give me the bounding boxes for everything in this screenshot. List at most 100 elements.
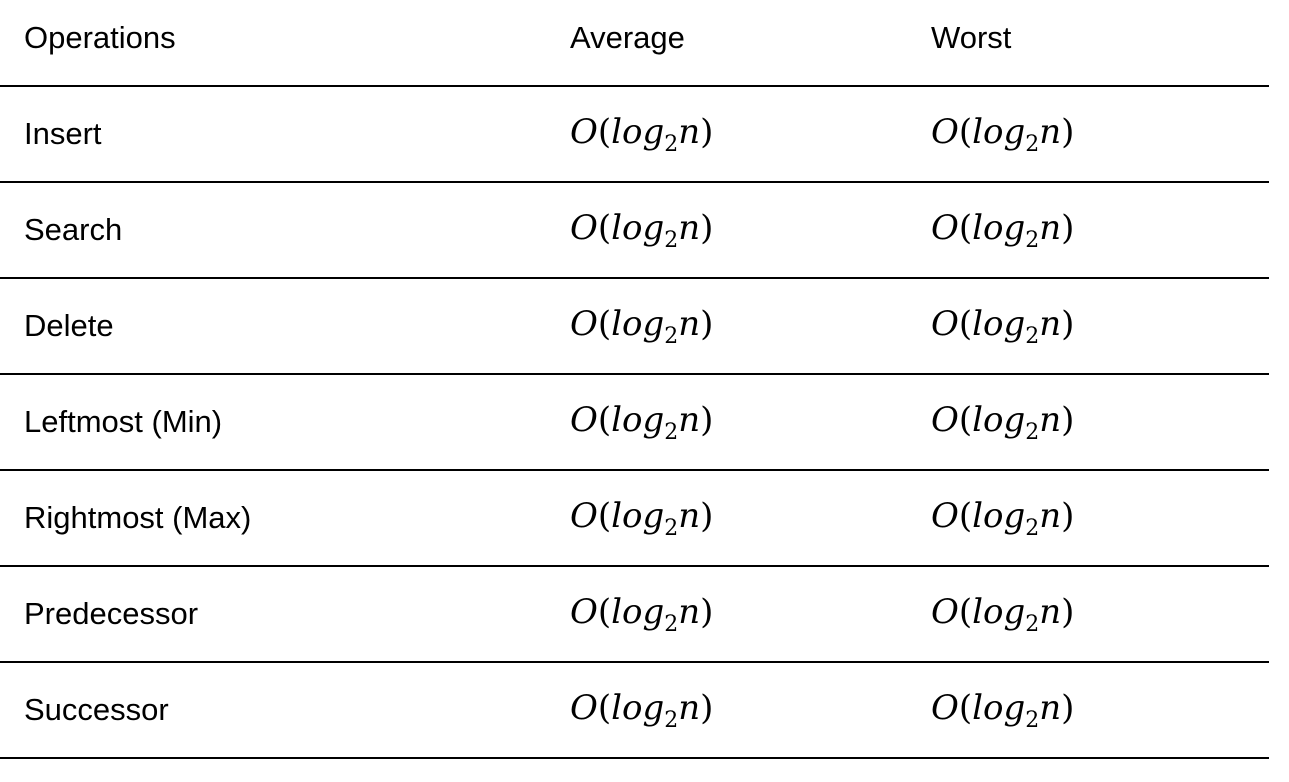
- table-row: Delete O(log2n) O(log2n): [0, 278, 1269, 375]
- variable-n: n: [678, 687, 701, 728]
- worst-complexity: O(log2n): [931, 566, 1269, 663]
- variable-n: n: [1039, 399, 1062, 440]
- close-paren: ): [1061, 495, 1075, 536]
- open-paren: (: [958, 111, 973, 152]
- big-o-symbol: O: [931, 591, 959, 632]
- log-base-subscript: 2: [664, 227, 679, 253]
- operation-name: Rightmost (Max): [0, 470, 570, 567]
- variable-n: n: [678, 495, 701, 536]
- table-row: Insert O(log2n) O(log2n): [0, 86, 1269, 183]
- big-o-symbol: O: [570, 303, 598, 344]
- open-paren: (: [958, 207, 973, 248]
- variable-n: n: [678, 303, 701, 344]
- close-paren: ): [700, 399, 714, 440]
- worst-complexity: O(log2n): [931, 470, 1269, 567]
- log-base-subscript: 2: [664, 515, 679, 541]
- log-base-subscript: 2: [664, 323, 679, 349]
- open-paren: (: [597, 495, 612, 536]
- variable-n: n: [1039, 495, 1062, 536]
- log-base-subscript: 2: [1025, 227, 1040, 253]
- log-text: log: [972, 303, 1026, 344]
- variable-n: n: [678, 591, 701, 632]
- table-body: Insert O(log2n) O(log2n) Search O(log2n) O(lo…: [0, 86, 1269, 759]
- log-base-subscript: 2: [1025, 323, 1040, 349]
- log-base-subscript: 2: [664, 611, 679, 637]
- big-o-symbol: O: [931, 111, 959, 152]
- log-text: log: [972, 111, 1026, 152]
- log-base-subscript: 2: [1025, 515, 1040, 541]
- variable-n: n: [1039, 687, 1062, 728]
- big-o-symbol: O: [931, 687, 959, 728]
- worst-complexity: O(log2n): [931, 662, 1269, 759]
- complexity-table-container: Operations Average Worst Insert O(log2n) O…: [0, 0, 1269, 759]
- log-base-subscript: 2: [664, 419, 679, 445]
- big-o-symbol: O: [931, 399, 959, 440]
- table-row: Predecessor O(log2n) O(log2n): [0, 566, 1269, 663]
- variable-n: n: [1039, 591, 1062, 632]
- header-average: Average: [570, 0, 931, 87]
- close-paren: ): [700, 591, 714, 632]
- log-text: log: [611, 591, 665, 632]
- variable-n: n: [678, 111, 701, 152]
- average-complexity: O(log2n): [570, 86, 931, 183]
- close-paren: ): [1061, 399, 1075, 440]
- log-text: log: [611, 687, 665, 728]
- log-text: log: [972, 495, 1026, 536]
- log-text: log: [611, 399, 665, 440]
- worst-complexity: O(log2n): [931, 86, 1269, 183]
- open-paren: (: [597, 111, 612, 152]
- variable-n: n: [1039, 303, 1062, 344]
- table-row: Search O(log2n) O(log2n): [0, 182, 1269, 279]
- close-paren: ): [1061, 303, 1075, 344]
- big-o-symbol: O: [931, 495, 959, 536]
- average-complexity: O(log2n): [570, 278, 931, 375]
- big-o-symbol: O: [570, 591, 598, 632]
- header-worst: Worst: [931, 0, 1269, 87]
- operation-name: Insert: [0, 86, 570, 183]
- close-paren: ): [700, 687, 714, 728]
- log-text: log: [972, 591, 1026, 632]
- log-base-subscript: 2: [664, 707, 679, 733]
- close-paren: ): [1061, 207, 1075, 248]
- close-paren: ): [1061, 591, 1075, 632]
- big-o-symbol: O: [570, 495, 598, 536]
- log-text: log: [611, 111, 665, 152]
- close-paren: ): [700, 303, 714, 344]
- open-paren: (: [958, 399, 973, 440]
- worst-complexity: O(log2n): [931, 278, 1269, 375]
- open-paren: (: [597, 207, 612, 248]
- table-header: Operations Average Worst: [0, 0, 1269, 87]
- big-o-symbol: O: [570, 399, 598, 440]
- big-o-symbol: O: [570, 687, 598, 728]
- log-text: log: [972, 687, 1026, 728]
- log-text: log: [611, 207, 665, 248]
- operation-name: Successor: [0, 662, 570, 759]
- log-text: log: [611, 303, 665, 344]
- log-text: log: [611, 495, 665, 536]
- header-operations: Operations: [0, 0, 570, 87]
- log-text: log: [972, 399, 1026, 440]
- log-base-subscript: 2: [1025, 131, 1040, 157]
- close-paren: ): [700, 495, 714, 536]
- average-complexity: O(log2n): [570, 662, 931, 759]
- operation-name: Search: [0, 182, 570, 279]
- close-paren: ): [1061, 687, 1075, 728]
- big-o-symbol: O: [570, 207, 598, 248]
- close-paren: ): [1061, 111, 1075, 152]
- open-paren: (: [958, 303, 973, 344]
- header-row: Operations Average Worst: [0, 0, 1269, 87]
- open-paren: (: [958, 495, 973, 536]
- average-complexity: O(log2n): [570, 566, 931, 663]
- table-row: Successor O(log2n) O(log2n): [0, 662, 1269, 759]
- close-paren: ): [700, 207, 714, 248]
- open-paren: (: [597, 687, 612, 728]
- variable-n: n: [1039, 111, 1062, 152]
- log-base-subscript: 2: [664, 131, 679, 157]
- open-paren: (: [597, 399, 612, 440]
- open-paren: (: [597, 591, 612, 632]
- variable-n: n: [1039, 207, 1062, 248]
- table-row: Leftmost (Min) O(log2n) O(log2n): [0, 374, 1269, 471]
- log-base-subscript: 2: [1025, 611, 1040, 637]
- average-complexity: O(log2n): [570, 374, 931, 471]
- worst-complexity: O(log2n): [931, 374, 1269, 471]
